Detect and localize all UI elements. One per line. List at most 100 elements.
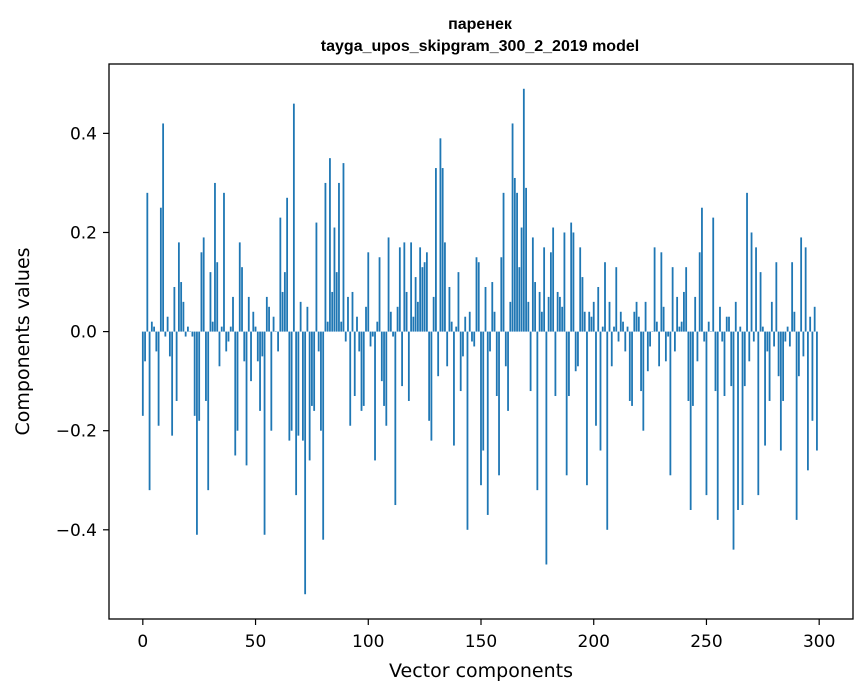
bar	[775, 262, 778, 332]
bar	[613, 326, 615, 332]
bar	[761, 326, 764, 332]
bar	[277, 331, 279, 352]
bar	[516, 192, 518, 332]
bar	[712, 217, 715, 332]
bar	[317, 331, 320, 352]
bar	[205, 331, 207, 401]
bar	[628, 331, 631, 401]
bar	[568, 331, 570, 397]
bar	[340, 321, 343, 332]
bar	[347, 296, 349, 332]
bar	[807, 331, 809, 471]
x-tick-label: 200	[578, 632, 610, 652]
bar	[263, 331, 266, 535]
bar	[304, 331, 307, 595]
bar	[171, 331, 174, 436]
bar	[405, 291, 408, 332]
bar	[344, 331, 347, 342]
x-axis-ticks: 0 50 100 150 200 250 300	[137, 619, 835, 652]
bar	[428, 331, 431, 421]
bar	[376, 321, 379, 332]
bar	[692, 331, 694, 406]
bar	[595, 331, 597, 426]
bar	[403, 242, 406, 332]
bar	[773, 331, 775, 347]
bar	[549, 252, 552, 332]
bar	[601, 326, 604, 332]
bar	[581, 277, 584, 332]
bar	[423, 262, 426, 332]
bar	[268, 306, 270, 332]
bar	[455, 326, 458, 332]
bar	[144, 331, 146, 362]
x-tick-label: 0	[137, 632, 148, 652]
bar	[351, 291, 354, 332]
x-tick-label: 250	[690, 632, 722, 652]
bar	[552, 227, 555, 332]
bar	[527, 301, 530, 332]
bar	[577, 331, 579, 367]
bar	[385, 331, 388, 426]
bar	[716, 331, 719, 520]
bar	[676, 296, 679, 332]
bar	[315, 222, 318, 332]
y-tick-label: −0.4	[56, 521, 97, 541]
bar	[430, 331, 433, 441]
bar	[259, 331, 261, 411]
bar	[673, 331, 676, 352]
bar	[572, 232, 575, 332]
bar	[721, 331, 724, 342]
bar	[658, 331, 661, 367]
bar	[500, 257, 503, 332]
bar	[752, 331, 755, 342]
bar	[570, 222, 573, 332]
bar	[448, 286, 451, 332]
bar	[281, 291, 284, 332]
bar	[608, 301, 611, 332]
bar	[543, 247, 546, 332]
bar	[748, 331, 751, 362]
bar	[432, 296, 435, 332]
bar	[725, 316, 728, 332]
bar	[495, 331, 498, 397]
bar	[606, 331, 609, 530]
bar	[232, 296, 234, 332]
chart-title-line2: tayga_upos_skipgram_300_2_2019 model	[321, 38, 639, 55]
bar	[245, 331, 248, 466]
bar	[655, 321, 658, 332]
bar	[148, 331, 151, 491]
bar	[146, 192, 149, 332]
bar	[689, 331, 692, 510]
bar	[737, 331, 739, 510]
bar	[444, 242, 446, 332]
bar	[757, 331, 760, 496]
bar	[353, 331, 356, 397]
bar	[707, 321, 710, 332]
bar	[356, 316, 358, 332]
bar	[457, 272, 460, 332]
bar	[218, 331, 221, 367]
bar	[159, 207, 162, 332]
bar	[622, 321, 624, 332]
bar	[468, 311, 471, 332]
bar	[493, 311, 496, 332]
x-tick-label: 50	[245, 632, 267, 652]
bar	[660, 252, 663, 332]
bar	[565, 331, 568, 476]
bar	[464, 316, 467, 332]
bar	[701, 207, 703, 332]
bar	[563, 232, 566, 332]
bar	[764, 331, 766, 446]
bar	[714, 331, 717, 392]
bar	[770, 301, 773, 332]
bar	[777, 331, 780, 377]
bar	[286, 197, 289, 332]
bar	[261, 331, 264, 357]
bar	[723, 331, 726, 397]
bar	[766, 331, 769, 352]
bar	[525, 187, 527, 332]
bar	[380, 331, 383, 382]
bars-group	[141, 88, 818, 595]
bar	[290, 331, 293, 431]
bar	[649, 331, 651, 347]
